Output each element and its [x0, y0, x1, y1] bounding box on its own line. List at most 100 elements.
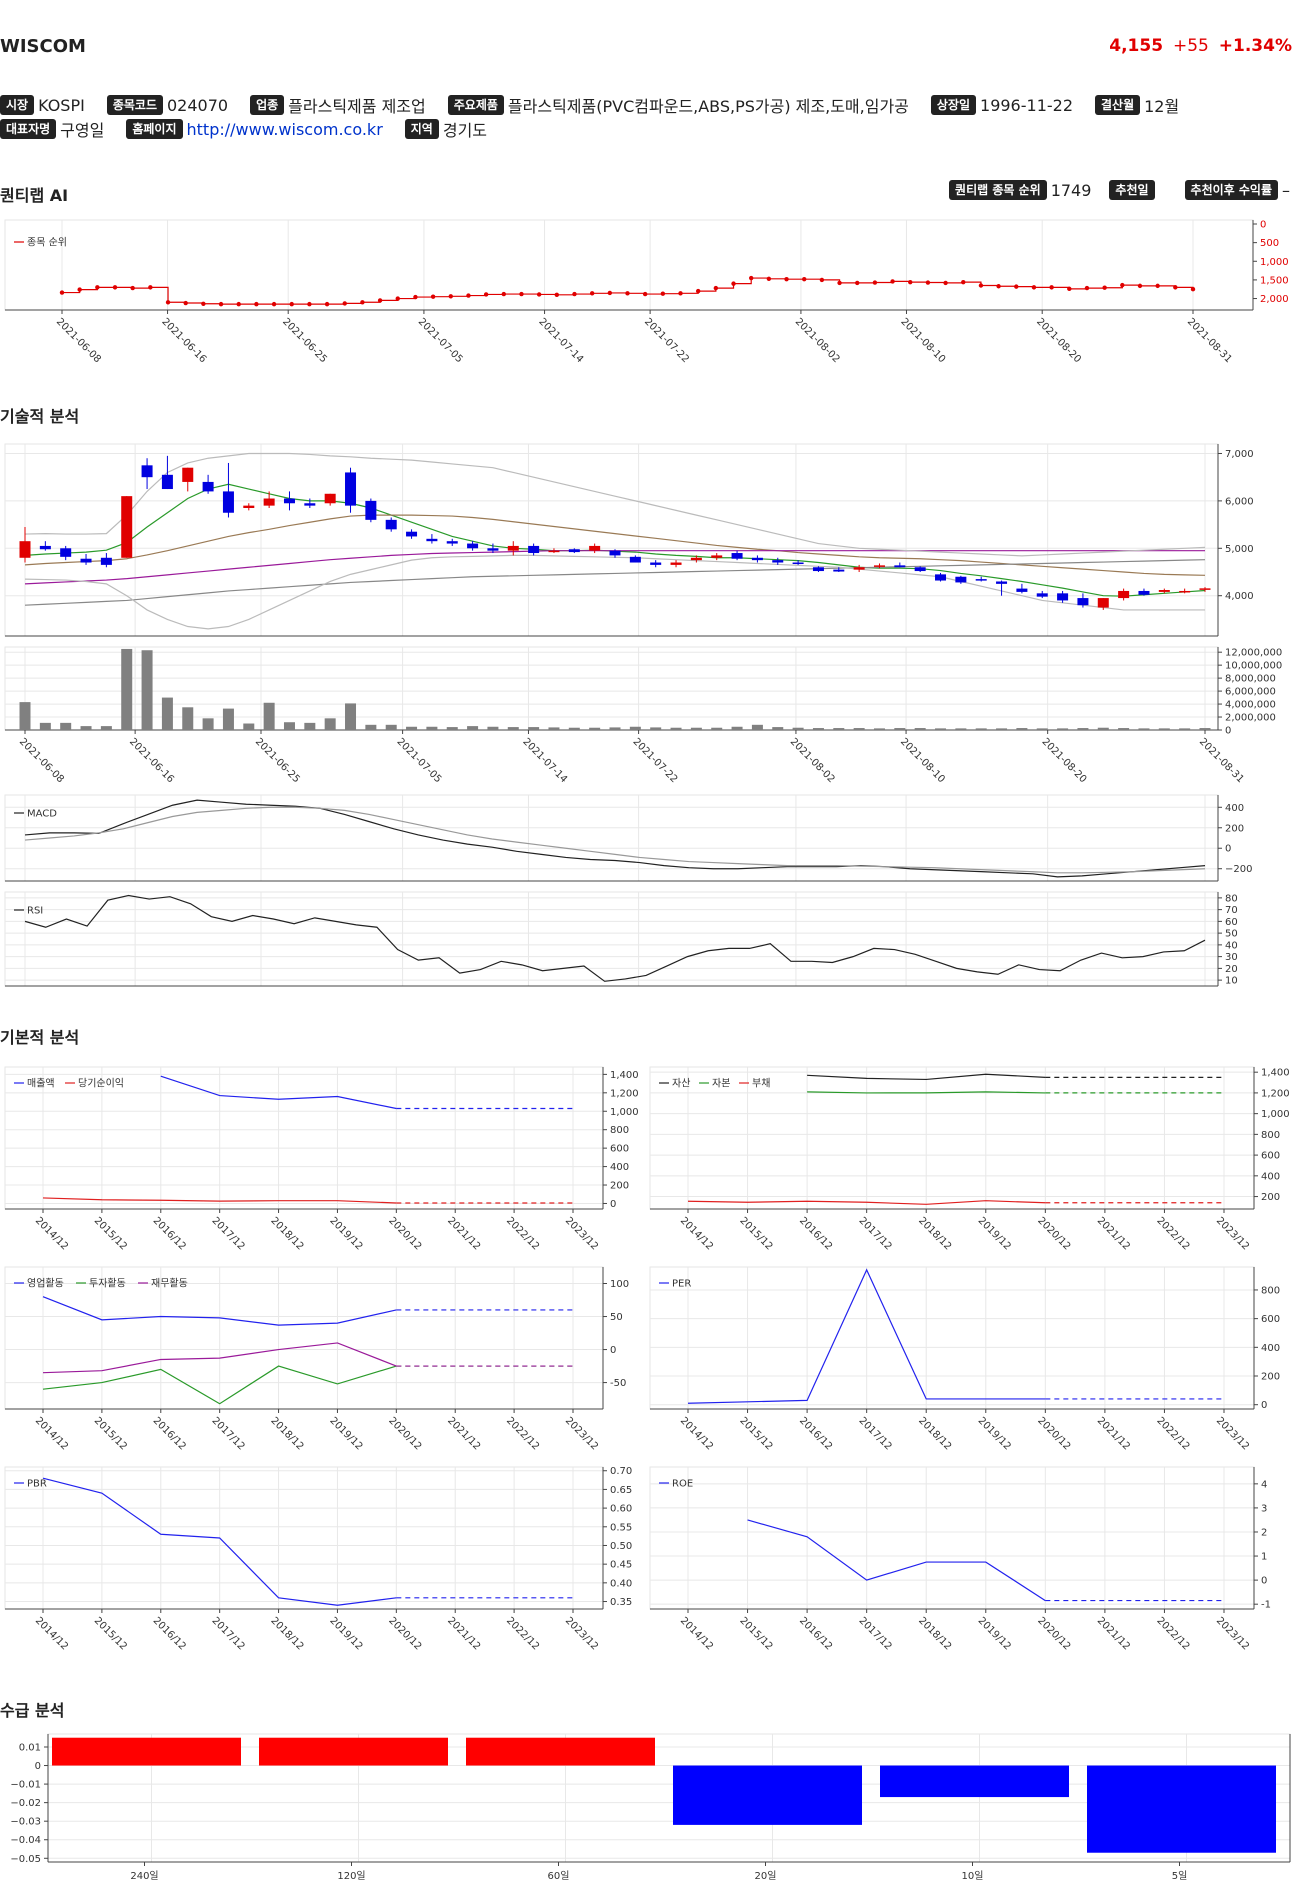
y-tick-label: 1 [1261, 1552, 1267, 1563]
plot-area [649, 1266, 1255, 1410]
price-info: 4,155 +55 +1.34% [1109, 36, 1292, 56]
candle-body [528, 545, 540, 554]
section-title-technical: 기술적 분석 [0, 407, 80, 426]
rank-point [112, 285, 118, 290]
candle-body [935, 574, 947, 581]
year-tick-label: 2019/12 [976, 1615, 1013, 1652]
fiscal-badge: 결산월 [1095, 95, 1141, 115]
supply-bar [52, 1737, 241, 1766]
year-tick-label: 2019/12 [327, 1615, 364, 1652]
balance-chart: 200 400 600 800 1,000 1,200 1,400 자산 자본 부채 2014/12… [649, 1066, 1290, 1252]
year-tick-label: 2022/12 [504, 1615, 541, 1652]
balance-line [807, 1073, 1046, 1081]
y-tick-label: 0 [610, 1199, 616, 1210]
candle-body [161, 474, 173, 490]
date-tick-label: 2021-08-10 [898, 316, 947, 365]
y-tick-label: 0.60 [610, 1504, 632, 1515]
candle-body [589, 545, 601, 551]
volume-bar [507, 727, 519, 730]
plot-area [4, 891, 1219, 987]
cashflow-line [42, 1296, 397, 1326]
year-tick-label: 2016/12 [151, 1215, 188, 1252]
price-change-percent: +1.34% [1218, 36, 1292, 56]
year-tick-label: 2014/12 [33, 1615, 70, 1652]
candle-body [263, 498, 275, 506]
y-tick-label: 4 [1261, 1479, 1267, 1490]
rank-point [466, 293, 471, 298]
y-tick-label: 0 [1225, 844, 1231, 855]
candle-body [1097, 598, 1109, 608]
legend-label: 자산 [672, 1078, 690, 1090]
y-tick-label: 0.50 [610, 1541, 632, 1552]
year-tick-label: 2017/12 [210, 1215, 247, 1252]
volume-bar [222, 708, 234, 730]
y-tick-label: 1,200 [1261, 1088, 1290, 1099]
plot-area [4, 1466, 604, 1610]
y-tick-label: 400 [1261, 1171, 1280, 1182]
volume-bar [60, 722, 72, 730]
legend-label: ROE [672, 1479, 693, 1490]
legend-label: 종목 순위 [27, 236, 67, 249]
volume-bar [690, 727, 702, 730]
volume-bar [324, 718, 336, 730]
date-tick-label: 2021-08-10 [898, 736, 947, 785]
volume-bar [609, 727, 621, 730]
volume-bar [1118, 728, 1130, 730]
macd-line [24, 806, 1206, 874]
year-tick-label: 2023/12 [1214, 1615, 1251, 1652]
rank-chart: 0 500 1,000 1,500 2,000 종목 순위 2021-06-08 2021-0… [4, 219, 1289, 365]
candle-body [426, 538, 438, 542]
candle-body [324, 493, 336, 504]
date-tick-label: 2021-06-25 [280, 316, 329, 365]
date-tick-label: 2021-07-22 [642, 316, 691, 365]
y-tick-label: 600 [1261, 1151, 1280, 1162]
rank-point [695, 288, 701, 294]
candle-body [19, 541, 31, 558]
rank-point [642, 291, 648, 297]
candlestick-chart: 4,000 5,000 6,000 7,000 [4, 443, 1254, 637]
candle-body [873, 565, 885, 567]
rank-point [307, 301, 312, 307]
volume-bar [487, 726, 499, 730]
ai-summary: 퀀티랩 종목 순위 1749 추천일 추천이후 수익률 – [937, 180, 1290, 200]
section-title-ai: 퀀티랩 AI [0, 186, 69, 205]
code-value: 024070 [167, 95, 229, 115]
y-tick-label: -50 [610, 1378, 626, 1389]
candle-body [548, 550, 560, 553]
balance-line [687, 1200, 1046, 1205]
date-tick-label: 2021-07-14 [536, 316, 585, 365]
y-tick-label: 50 [610, 1312, 623, 1323]
year-tick-label: 2018/12 [268, 1215, 305, 1252]
y-tick-label: 0 [1225, 726, 1231, 737]
rank-point [236, 301, 241, 307]
rank-point [572, 291, 577, 297]
y-tick-label: 0.40 [610, 1578, 632, 1589]
y-tick-label: 0 [1261, 1576, 1267, 1587]
y-tick-label: 0.70 [610, 1466, 632, 1477]
y-tick-label: 1,000 [1261, 1109, 1290, 1120]
y-tick-label: 400 [1261, 1343, 1280, 1354]
volume-bar [243, 723, 255, 730]
volume-bar [1016, 728, 1028, 730]
fiscal-value: 12월 [1144, 97, 1180, 116]
legend-label: 자본 [712, 1078, 730, 1090]
candle-body [345, 472, 357, 506]
rank-point [77, 287, 82, 292]
candle-body [996, 581, 1008, 584]
y-tick-label: 10 [1225, 976, 1238, 987]
candle-body [1118, 590, 1130, 599]
volume-bar [1036, 728, 1048, 730]
homepage-link[interactable]: http://www.wiscom.co.kr [186, 119, 383, 139]
category-label: 5일 [1172, 1870, 1188, 1882]
volume-bar [304, 722, 316, 730]
listed-badge: 상장일 [930, 95, 977, 115]
candle-body [914, 567, 926, 572]
rank-point [501, 291, 506, 297]
volume-bar [873, 728, 885, 730]
rank-point [59, 290, 65, 295]
volume-bar [182, 707, 194, 730]
y-tick-label: 7,000 [1225, 449, 1254, 460]
section-title-supply: 수급 분석 [0, 1701, 65, 1720]
y-tick-label: 1,000 [1260, 257, 1289, 268]
